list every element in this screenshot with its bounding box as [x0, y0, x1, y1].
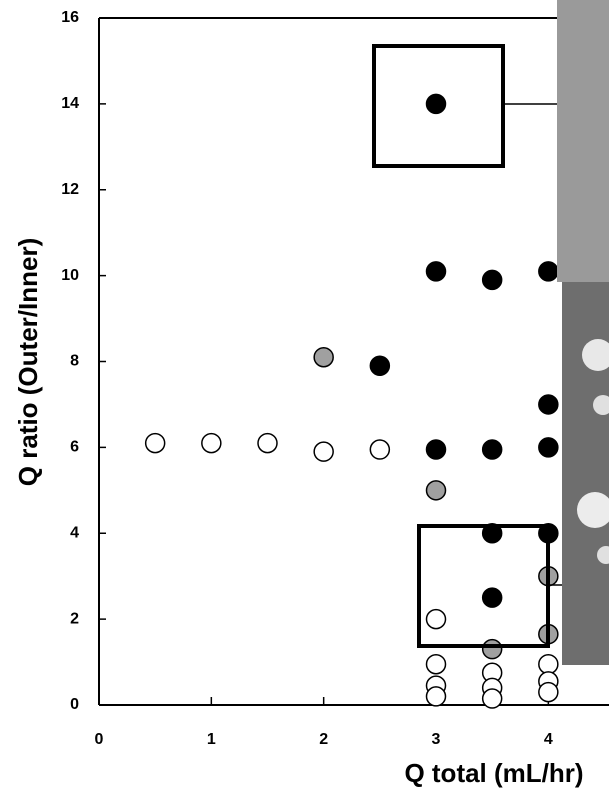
point: [483, 270, 502, 289]
y-tick-label: 2: [70, 610, 79, 627]
point: [483, 440, 502, 459]
point: [539, 395, 558, 414]
y-tick-label: 6: [70, 439, 79, 456]
chart: Q total (mL/hr) Q ratio (Outer/Inner) 0 2…: [0, 0, 609, 800]
x-tick-label: 0: [95, 731, 104, 748]
x-axis-title: Q total (mL/hr): [404, 758, 583, 788]
y-tick-label: 16: [61, 9, 79, 26]
x-tick-label: 1: [207, 731, 216, 748]
point: [539, 683, 558, 702]
y-tick-label: 14: [61, 95, 79, 112]
point: [539, 262, 558, 281]
point: [483, 588, 502, 607]
point: [427, 440, 446, 459]
y-tick-label: 10: [61, 267, 79, 284]
y-tick-label: 0: [70, 696, 79, 713]
overlay: [374, 0, 609, 665]
point: [483, 689, 502, 708]
x-tick-label: 4: [544, 731, 553, 748]
y-tick-label: 12: [61, 181, 79, 198]
micrograph-bottom: [562, 282, 609, 665]
y-tick-label: 4: [70, 524, 79, 541]
point: [314, 442, 333, 461]
point: [483, 640, 502, 659]
point: [427, 655, 446, 674]
point: [539, 655, 558, 674]
point: [146, 434, 165, 453]
point: [427, 262, 446, 281]
micrograph-top: [557, 0, 609, 282]
y-tick-label: 8: [70, 353, 79, 370]
point: [370, 440, 389, 459]
x-tick-label: 3: [432, 731, 441, 748]
x-tick-label: 2: [319, 731, 328, 748]
point: [370, 356, 389, 375]
point: [314, 348, 333, 367]
point: [427, 481, 446, 500]
y-axis-title: Q ratio (Outer/Inner): [13, 238, 43, 486]
point: [258, 434, 277, 453]
point: [539, 438, 558, 457]
point: [427, 610, 446, 629]
point: [427, 687, 446, 706]
point: [202, 434, 221, 453]
point: [427, 94, 446, 113]
